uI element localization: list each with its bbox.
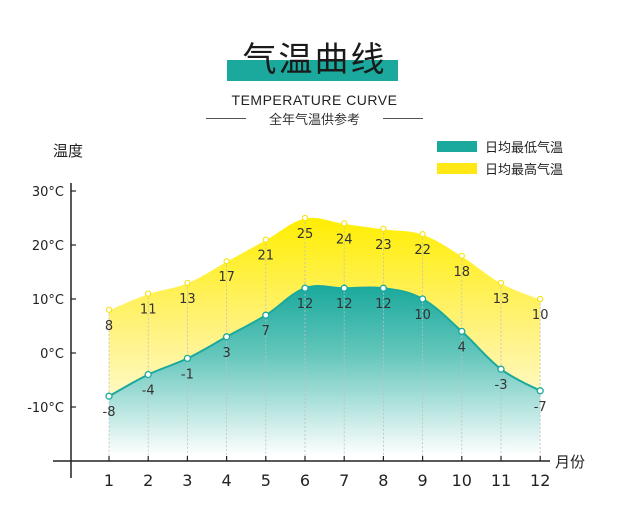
max-temp-label: 18 xyxy=(454,265,471,280)
y-tick-label: 30°C xyxy=(32,185,64,200)
y-axis-title: 温度 xyxy=(53,142,83,160)
subtitle-line-right xyxy=(383,118,423,119)
min-temp-point xyxy=(262,311,270,319)
max-temp-label: 17 xyxy=(218,270,235,285)
max-temp-point xyxy=(184,279,191,286)
series-points xyxy=(105,214,544,400)
min-temp-label: -8 xyxy=(103,405,116,420)
y-tick-label: 0°C xyxy=(40,347,64,362)
x-tick-label: 5 xyxy=(261,471,271,490)
max-temp-label: 25 xyxy=(297,227,314,242)
x-axis-title: 月份 xyxy=(555,453,585,471)
max-temp-label: 21 xyxy=(258,249,275,264)
chart-title: 气温曲线 xyxy=(242,40,387,80)
legend-label-max: 日均最高气温 xyxy=(485,162,564,178)
subtitle-chinese: 全年气温供参考 xyxy=(268,113,360,128)
min-temp-point xyxy=(497,365,505,373)
max-temp-line xyxy=(108,216,541,311)
max-temp-point xyxy=(419,231,426,238)
x-tick-label: 2 xyxy=(143,471,153,490)
min-temp-label: 3 xyxy=(222,346,230,361)
x-tick-label: 11 xyxy=(491,471,511,490)
legend-swatch-min xyxy=(437,140,477,152)
x-tick-label: 6 xyxy=(300,471,310,490)
max-temp-point xyxy=(537,295,544,303)
max-temp-label: 24 xyxy=(336,232,353,247)
max-temp-label: 22 xyxy=(414,243,431,258)
x-tick-label: 9 xyxy=(418,471,428,490)
max-temp-point xyxy=(223,258,230,265)
min-temp-point xyxy=(222,333,231,341)
series-lines xyxy=(108,216,541,398)
min-temp-label: 7 xyxy=(262,324,270,339)
max-temp-label: 13 xyxy=(493,292,510,307)
max-temp-label: 11 xyxy=(140,303,157,318)
x-tick-label: 10 xyxy=(452,471,472,490)
legend-item-min: 日均最低气温 xyxy=(437,135,563,157)
min-temp-point xyxy=(340,284,348,292)
x-tick-label: 8 xyxy=(378,471,388,490)
y-tick-label: 10°C xyxy=(32,293,64,308)
max-temp-point xyxy=(145,290,152,297)
min-temp-area-layer xyxy=(109,286,541,456)
max-temp-label: 8 xyxy=(105,319,113,334)
min-temp-point xyxy=(144,370,152,379)
x-tick-label: 3 xyxy=(182,471,192,490)
max-temp-label: 23 xyxy=(375,238,392,253)
data-labels: 8 11 13 17 21 25 24 23 22 18 13 10 -8 -4 -1 3 7 12 12 12 10 4… xyxy=(103,227,549,420)
x-tick-label: 4 xyxy=(222,471,232,490)
min-temp-label: 4 xyxy=(458,340,466,355)
min-temp-line xyxy=(108,285,541,398)
max-temp-point xyxy=(497,279,505,286)
x-tick-label: 12 xyxy=(530,471,550,490)
y-tick-label: 20°C xyxy=(32,239,64,254)
min-temp-point xyxy=(105,392,113,400)
legend-label-min: 日均最低气温 xyxy=(485,140,564,156)
subtitle-english: TEMPERATURE CURVE xyxy=(231,92,398,108)
y-tick-label: -10°C xyxy=(27,401,64,416)
legend-swatch-max xyxy=(437,162,477,174)
min-temp-label: -7 xyxy=(534,400,547,415)
min-temp-area xyxy=(109,286,541,456)
max-temp-point xyxy=(341,220,348,227)
min-temp-label: 12 xyxy=(336,297,353,312)
min-temp-label: 12 xyxy=(375,297,392,312)
subtitle-line-left xyxy=(206,118,246,119)
min-temp-label: -4 xyxy=(142,384,155,399)
min-temp-label: 12 xyxy=(297,297,314,312)
min-temp-point xyxy=(183,354,192,363)
title-underline-bar xyxy=(227,60,398,81)
min-temp-point xyxy=(536,387,544,395)
max-temp-label: 13 xyxy=(179,292,196,307)
x-tick-label: 1 xyxy=(104,471,114,490)
min-temp-label: 10 xyxy=(414,308,431,323)
min-temp-point xyxy=(418,295,427,303)
x-tick-label: 7 xyxy=(339,471,349,490)
min-temp-point xyxy=(458,327,466,336)
max-temp-point xyxy=(262,236,269,243)
max-temp-point xyxy=(105,306,113,313)
max-temp-point xyxy=(458,252,465,259)
min-temp-point xyxy=(379,284,388,292)
legend: 日均最低气温 日均最高气温 xyxy=(437,135,563,179)
min-temp-point xyxy=(301,284,309,292)
legend-item-max: 日均最高气温 xyxy=(437,157,563,179)
min-temp-label: -3 xyxy=(495,378,508,393)
max-temp-point xyxy=(301,214,309,222)
min-temp-label: -1 xyxy=(181,367,194,382)
max-temp-label: 10 xyxy=(532,308,549,323)
max-temp-point xyxy=(380,225,387,232)
